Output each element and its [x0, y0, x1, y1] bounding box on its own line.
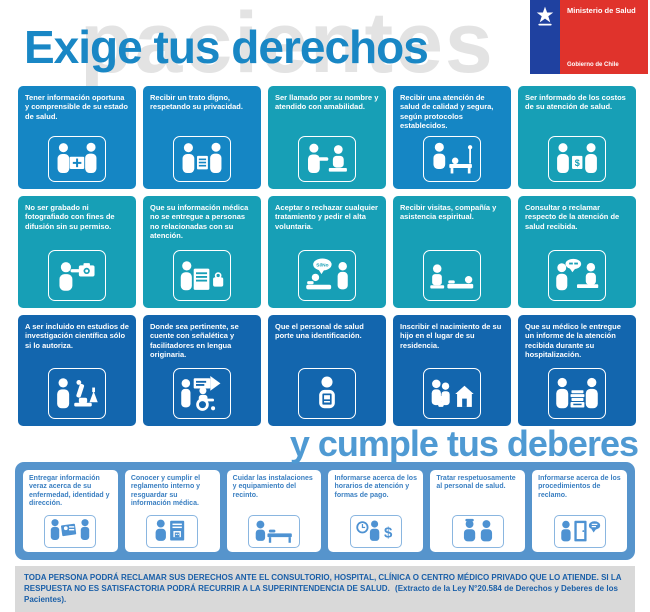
right-text: Consultar o reclamar respecto de la aten… [525, 203, 620, 231]
respect-staff-icon [451, 515, 504, 548]
right-text: A ser incluido en estudios de investigac… [25, 322, 129, 350]
quality-care-icon [423, 136, 481, 182]
rights-row-2: No ser grabado ni fotografiado con fines… [18, 196, 636, 308]
right-text: Donde sea pertinente, se cuente con seña… [150, 322, 239, 360]
care-facilities-icon [248, 515, 301, 548]
government-logo: Ministerio de Salud Gobierno de Chile [530, 0, 648, 74]
right-text: Inscribir el nacimiento de su hijo en el… [400, 322, 502, 350]
si-no-bubble-label: Sí/No [316, 262, 328, 268]
signage-facilitators-icon [173, 368, 231, 419]
duty-card-internal-rules: Conocer y cumplir el reglamento interno … [124, 470, 220, 552]
internal-rules-icon [146, 515, 199, 548]
right-card-no-photo: No ser grabado ni fotografiado con fines… [18, 196, 136, 308]
footer-legal-bar: TODA PERSONA PODRÁ RECLAMAR SUS DERECHOS… [15, 566, 635, 612]
right-text: Ser informado de los costos de su atenci… [525, 93, 626, 112]
dignity-privacy-icon [173, 136, 231, 182]
header: pacientes Exige tus derechos Ministerio … [0, 0, 650, 86]
right-text: Que su información médica no se entregue… [150, 203, 249, 241]
rights-row-1: Tener información oportuna y comprensibl… [18, 86, 636, 189]
right-text: Aceptar o rechazar cualquier tratamiento… [275, 203, 378, 231]
logo-red-band: Ministerio de Salud Gobierno de Chile [560, 0, 648, 74]
logo-government-text: Gobierno de Chile [567, 62, 619, 68]
right-card-id-badge: Que el personal de salud porte una ident… [268, 315, 386, 426]
right-text: Que su médico le entregue un informe de … [525, 322, 621, 360]
right-card-quality-care: Recibir una atención de salud de calidad… [393, 86, 511, 189]
duty-text: Informarse acerca de los procedimientos … [538, 475, 621, 499]
right-card-kindness: Ser llamado por su nombre y atendido con… [268, 86, 386, 189]
right-card-visits: Recibir visitas, compañía y asistencia e… [393, 196, 511, 308]
duty-card-identity-info: Entregar información veraz acerca de su … [23, 470, 118, 552]
kindness-greeting-icon [298, 136, 356, 182]
right-card-accept-reject: Aceptar o rechazar cualquier tratamiento… [268, 196, 386, 308]
right-text: Recibir una atención de salud de calidad… [400, 93, 494, 131]
duty-card-care-facilities: Cuidar las instalaciones y equipamiento … [226, 470, 322, 552]
right-card-confidentiality: Que su información médica no se entregue… [143, 196, 261, 308]
medical-report-icon [548, 368, 606, 419]
right-card-informed-status: Tener información oportuna y comprensibl… [18, 86, 136, 189]
right-text: Tener información oportuna y comprensibl… [25, 93, 128, 121]
no-photo-icon [48, 250, 106, 301]
duty-text: Cuidar las instalaciones y equipamiento … [232, 475, 313, 499]
birth-registration-icon [423, 368, 481, 419]
visits-company-icon [423, 250, 481, 301]
currency-glyph: $ [575, 158, 580, 168]
logo-blue-band [530, 0, 560, 74]
right-text: Ser llamado por su nombre y atendido con… [275, 93, 379, 112]
right-card-costs: Ser informado de los costos de su atenci… [518, 86, 636, 189]
right-card-signage: Donde sea pertinente, se cuente con seña… [143, 315, 261, 426]
identity-info-icon [44, 515, 97, 548]
duty-text: Entregar información veraz acerca de su … [29, 475, 110, 508]
logo-ministry-text: Ministerio de Salud [567, 6, 636, 15]
schedule-payment-icon: $ [349, 515, 402, 548]
duties-subtitle-row: y cumple tus deberes [0, 426, 650, 462]
coat-of-arms-icon [536, 6, 554, 26]
costs-information-icon: $ [548, 136, 606, 182]
id-badge-icon [298, 368, 356, 419]
rights-row-3: A ser incluido en estudios de investigac… [18, 315, 636, 426]
duties-panel: Entregar información veraz acerca de su … [15, 462, 635, 560]
rights-grid: Tener información oportuna y comprensibl… [18, 86, 636, 426]
accept-reject-treatment-icon: Sí/No [298, 250, 356, 301]
footer-law-note: (Extracto de la Ley N°20.584 de Derechos… [24, 584, 618, 605]
page-title: Exige tus derechos [24, 21, 429, 73]
right-text: Recibir un trato digno, respetando su pr… [150, 93, 243, 112]
research-consent-icon [48, 368, 106, 419]
right-card-consult-complain: Consultar o reclamar respecto de la aten… [518, 196, 636, 308]
confidential-record-icon [173, 250, 231, 301]
right-text: No ser grabado ni fotografiado con fines… [25, 203, 115, 231]
watermark-text: pacientes [80, 0, 495, 86]
right-card-dignity: Recibir un trato digno, respetando su pr… [143, 86, 261, 189]
duty-text: Conocer y cumplir el reglamento interno … [130, 475, 201, 508]
right-text: Recibir visitas, compañía y asistencia e… [400, 203, 497, 222]
duty-card-schedule-payment: Informarse acerca de los horarios de ate… [328, 470, 424, 552]
duty-text: Tratar respetuosamente al personal de sa… [436, 475, 516, 491]
duty-card-complaint-procedures: Informarse acerca de los procedimientos … [532, 470, 627, 552]
duty-card-respect-staff: Tratar respetuosamente al personal de sa… [430, 470, 526, 552]
footer-main-text: TODA PERSONA PODRÁ RECLAMAR SUS DERECHOS… [24, 573, 622, 594]
right-card-medical-report: Que su médico le entregue un informe de … [518, 315, 636, 426]
duty-text: Informarse acerca de los horarios de ate… [334, 475, 417, 499]
currency-glyph: $ [384, 524, 393, 541]
xray-explanation-icon [48, 136, 106, 182]
complaint-procedures-icon [553, 515, 606, 548]
right-card-research-consent: A ser incluido en estudios de investigac… [18, 315, 136, 426]
consult-complain-icon [548, 250, 606, 301]
right-text: Que el personal de salud porte una ident… [275, 322, 364, 341]
duties-subtitle: y cumple tus deberes [289, 423, 639, 464]
right-card-birth-registration: Inscribir el nacimiento de su hijo en el… [393, 315, 511, 426]
